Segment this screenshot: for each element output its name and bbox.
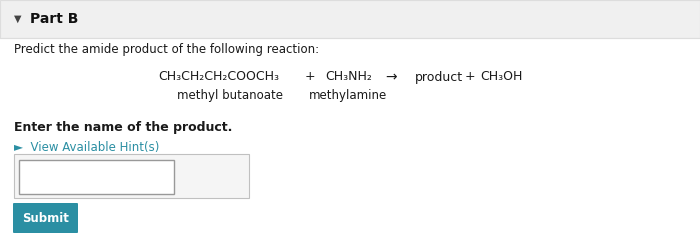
Text: Enter the name of the product.: Enter the name of the product. <box>14 120 232 133</box>
Text: ▼: ▼ <box>14 14 22 24</box>
Text: +: + <box>305 71 316 84</box>
Text: Predict the amide product of the following reaction:: Predict the amide product of the followi… <box>14 42 319 55</box>
FancyBboxPatch shape <box>0 0 700 38</box>
Text: +: + <box>465 71 475 84</box>
FancyBboxPatch shape <box>19 160 174 194</box>
Text: CH₃CH₂CH₂COOCH₃: CH₃CH₂CH₂COOCH₃ <box>158 71 279 84</box>
Text: →: → <box>385 70 397 84</box>
Text: product: product <box>415 71 463 84</box>
Text: Submit: Submit <box>22 211 69 224</box>
FancyBboxPatch shape <box>13 203 78 233</box>
Text: ►  View Available Hint(s): ► View Available Hint(s) <box>14 140 160 154</box>
Text: methyl butanoate: methyl butanoate <box>177 89 283 102</box>
FancyBboxPatch shape <box>14 154 249 198</box>
Text: methylamine: methylamine <box>309 89 387 102</box>
Text: Part B: Part B <box>30 12 78 26</box>
Text: CH₃OH: CH₃OH <box>480 71 522 84</box>
Text: CH₃NH₂: CH₃NH₂ <box>325 71 372 84</box>
